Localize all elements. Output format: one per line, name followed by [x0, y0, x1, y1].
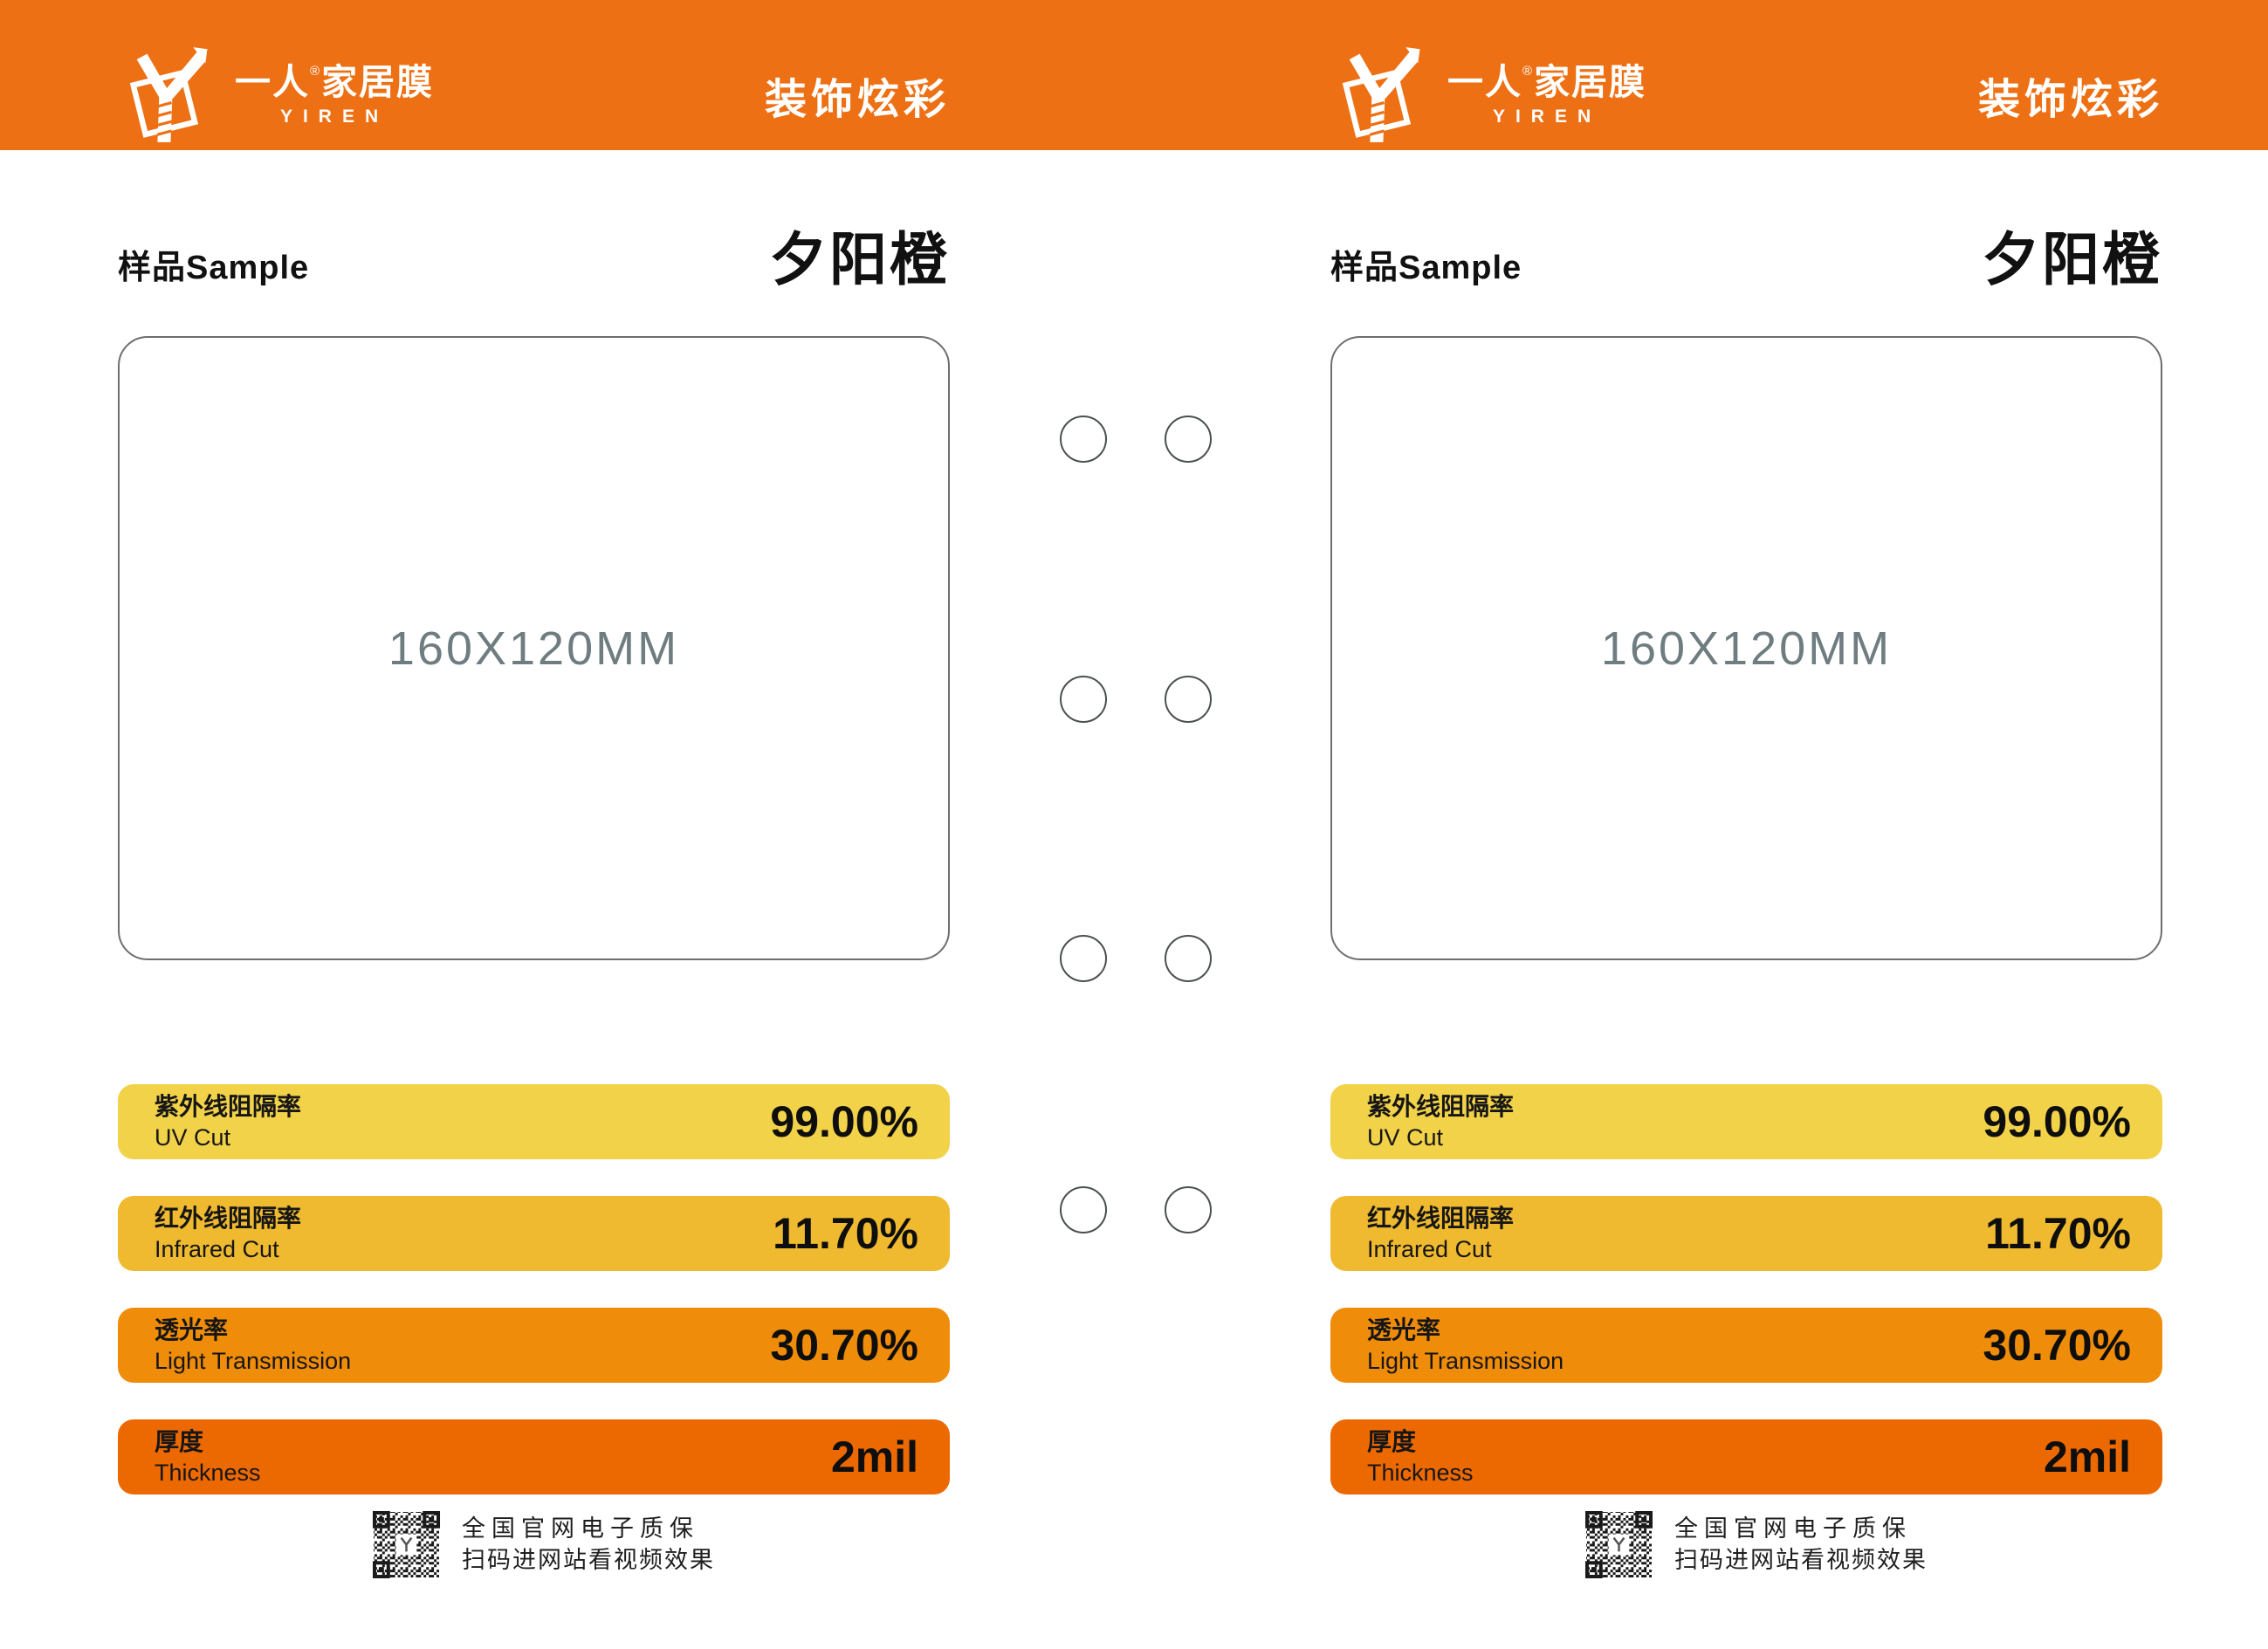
spec-bar-infrared: 红外线阻隔率 Infrared Cut 11.70% — [118, 1196, 950, 1271]
binding-hole — [1060, 676, 1107, 723]
binding-hole — [1060, 935, 1107, 982]
sample-row: 样品Sample 夕阳橙 — [118, 230, 950, 288]
spec-bar-infrared: 红外线阻隔率 Infrared Cut 11.70% — [1330, 1196, 2162, 1271]
spec-label-en: Infrared Cut — [155, 1235, 279, 1262]
spec-bar-light-transmission: 透光率 Light Transmission 30.70% — [118, 1308, 950, 1383]
spec-label-cn: 透光率 — [155, 1316, 229, 1343]
warranty-line1: 全国官网电子质保 — [1674, 1515, 1912, 1542]
brand-name-en: YIREN — [279, 106, 389, 127]
brand-text: 一人®家居膜 YIREN — [235, 64, 434, 126]
swatch-size-text: 160X120MM — [1600, 622, 1893, 675]
brand-text: 一人®家居膜 YIREN — [1447, 64, 1646, 126]
warranty-line2: 扫码进网站看视频效果 — [1674, 1546, 1928, 1573]
sample-panel-left: 样品Sample 夕阳橙 160X120MM 紫外线阻隔率 UV Cut 99.… — [118, 150, 950, 1649]
spec-bar-thickness: 厚度 Thickness 2mil — [118, 1419, 950, 1494]
spec-labels: 紫外线阻隔率 UV Cut — [155, 1091, 301, 1152]
series-title: 装饰炫彩 — [1977, 77, 2163, 123]
spec-labels: 红外线阻隔率 Infrared Cut — [1367, 1203, 1514, 1264]
qr-code — [372, 1510, 441, 1579]
sample-panel-right: 样品Sample 夕阳橙 160X120MM 紫外线阻隔率 UV Cut 99.… — [1330, 150, 2162, 1649]
spec-label-cn: 紫外线阻隔率 — [155, 1092, 302, 1120]
spec-label-en: Light Transmission — [155, 1347, 352, 1374]
spec-value: 2mil — [830, 1433, 918, 1481]
header-band: 一人®家居膜 YIREN 装饰炫彩 — [0, 0, 2268, 150]
registered-mark: ® — [310, 64, 322, 79]
spec-labels: 红外线阻隔率 Infrared Cut — [155, 1203, 301, 1264]
spec-bar-light-transmission: 透光率 Light Transmission 30.70% — [1330, 1308, 2162, 1383]
spec-label-en: Thickness — [1367, 1459, 1474, 1486]
spec-labels: 厚度 Thickness — [155, 1426, 261, 1488]
spec-bars: 紫外线阻隔率 UV Cut 99.00% 红外线阻隔率 Infrared Cut… — [118, 1084, 950, 1531]
spec-label-en: UV Cut — [155, 1123, 231, 1151]
spec-bar-thickness: 厚度 Thickness 2mil — [1330, 1419, 2162, 1494]
spec-label-cn: 厚度 — [1367, 1427, 1417, 1455]
brand-right: 一人®家居膜 YIREN — [1330, 46, 1646, 144]
series-title: 装饰炫彩 — [764, 77, 950, 123]
spec-bars: 紫外线阻隔率 UV Cut 99.00% 红外线阻隔率 Infrared Cut… — [1330, 1084, 2162, 1531]
spec-value: 99.00% — [770, 1097, 918, 1146]
brand-logo-icon — [129, 47, 208, 142]
spec-value: 99.00% — [1983, 1097, 2131, 1146]
warranty-text: 全国官网电子质保 扫码进网站看视频效果 — [462, 1514, 715, 1576]
brand-name-cn: 一人®家居膜 — [1447, 62, 1647, 103]
swatch-size-text: 160X120MM — [388, 622, 680, 675]
spec-label-en: Thickness — [155, 1459, 261, 1486]
film-swatch-area: 160X120MM — [118, 336, 950, 960]
brand-name-en: YIREN — [1492, 106, 1602, 127]
brand-logo-icon — [1342, 47, 1420, 142]
warranty-line2: 扫码进网站看视频效果 — [462, 1546, 715, 1573]
binding-hole — [1165, 1186, 1212, 1233]
brand-left: 一人®家居膜 YIREN — [118, 46, 434, 144]
spec-label-en: Infrared Cut — [1367, 1235, 1492, 1262]
warranty-text: 全国官网电子质保 扫码进网站看视频效果 — [1674, 1514, 1928, 1576]
spec-label-cn: 透光率 — [1367, 1316, 1441, 1343]
spec-label-cn: 厚度 — [155, 1427, 204, 1455]
binding-hole — [1165, 416, 1212, 463]
spec-labels: 厚度 Thickness — [1367, 1426, 1474, 1488]
warranty-line1: 全国官网电子质保 — [462, 1515, 699, 1542]
registered-mark: ® — [1522, 64, 1535, 79]
warranty-footer: 全国官网电子质保 扫码进网站看视频效果 — [1584, 1510, 1928, 1579]
spec-value: 11.70% — [773, 1209, 918, 1258]
binding-hole — [1165, 676, 1212, 723]
color-name-title: 夕阳橙 — [1982, 227, 2162, 292]
spec-value: 11.70% — [1985, 1209, 2131, 1258]
spec-label-cn: 红外线阻隔率 — [1367, 1204, 1515, 1232]
spec-labels: 透光率 Light Transmission — [1367, 1315, 1564, 1376]
spec-value: 30.70% — [770, 1321, 918, 1370]
spec-label-cn: 红外线阻隔率 — [155, 1204, 302, 1232]
qr-code — [1584, 1510, 1653, 1579]
binding-hole — [1165, 935, 1212, 982]
brand-name-cn: 一人®家居膜 — [235, 62, 435, 103]
spec-labels: 紫外线阻隔率 UV Cut — [1367, 1091, 1514, 1152]
header-left: 一人®家居膜 YIREN 装饰炫彩 — [118, 44, 950, 147]
spec-bar-uv: 紫外线阻隔率 UV Cut 99.00% — [1330, 1084, 2162, 1159]
spec-value: 2mil — [2043, 1433, 2131, 1481]
spec-value: 30.70% — [1983, 1321, 2131, 1370]
sample-row: 样品Sample 夕阳橙 — [1330, 230, 2162, 288]
color-name-title: 夕阳橙 — [769, 227, 950, 292]
spec-labels: 透光率 Light Transmission — [155, 1315, 351, 1376]
sample-label: 样品Sample — [118, 250, 310, 286]
film-swatch-area: 160X120MM — [1330, 336, 2162, 960]
sample-label: 样品Sample — [1330, 250, 1522, 286]
warranty-footer: 全国官网电子质保 扫码进网站看视频效果 — [372, 1510, 715, 1579]
binding-hole — [1060, 416, 1107, 463]
spec-label-en: UV Cut — [1367, 1123, 1444, 1151]
header-right: 一人®家居膜 YIREN 装饰炫彩 — [1330, 44, 2163, 147]
binding-hole — [1060, 1186, 1107, 1233]
spec-label-cn: 紫外线阻隔率 — [1367, 1092, 1515, 1120]
spec-bar-uv: 紫外线阻隔率 UV Cut 99.00% — [118, 1084, 950, 1159]
spec-label-en: Light Transmission — [1367, 1347, 1564, 1374]
